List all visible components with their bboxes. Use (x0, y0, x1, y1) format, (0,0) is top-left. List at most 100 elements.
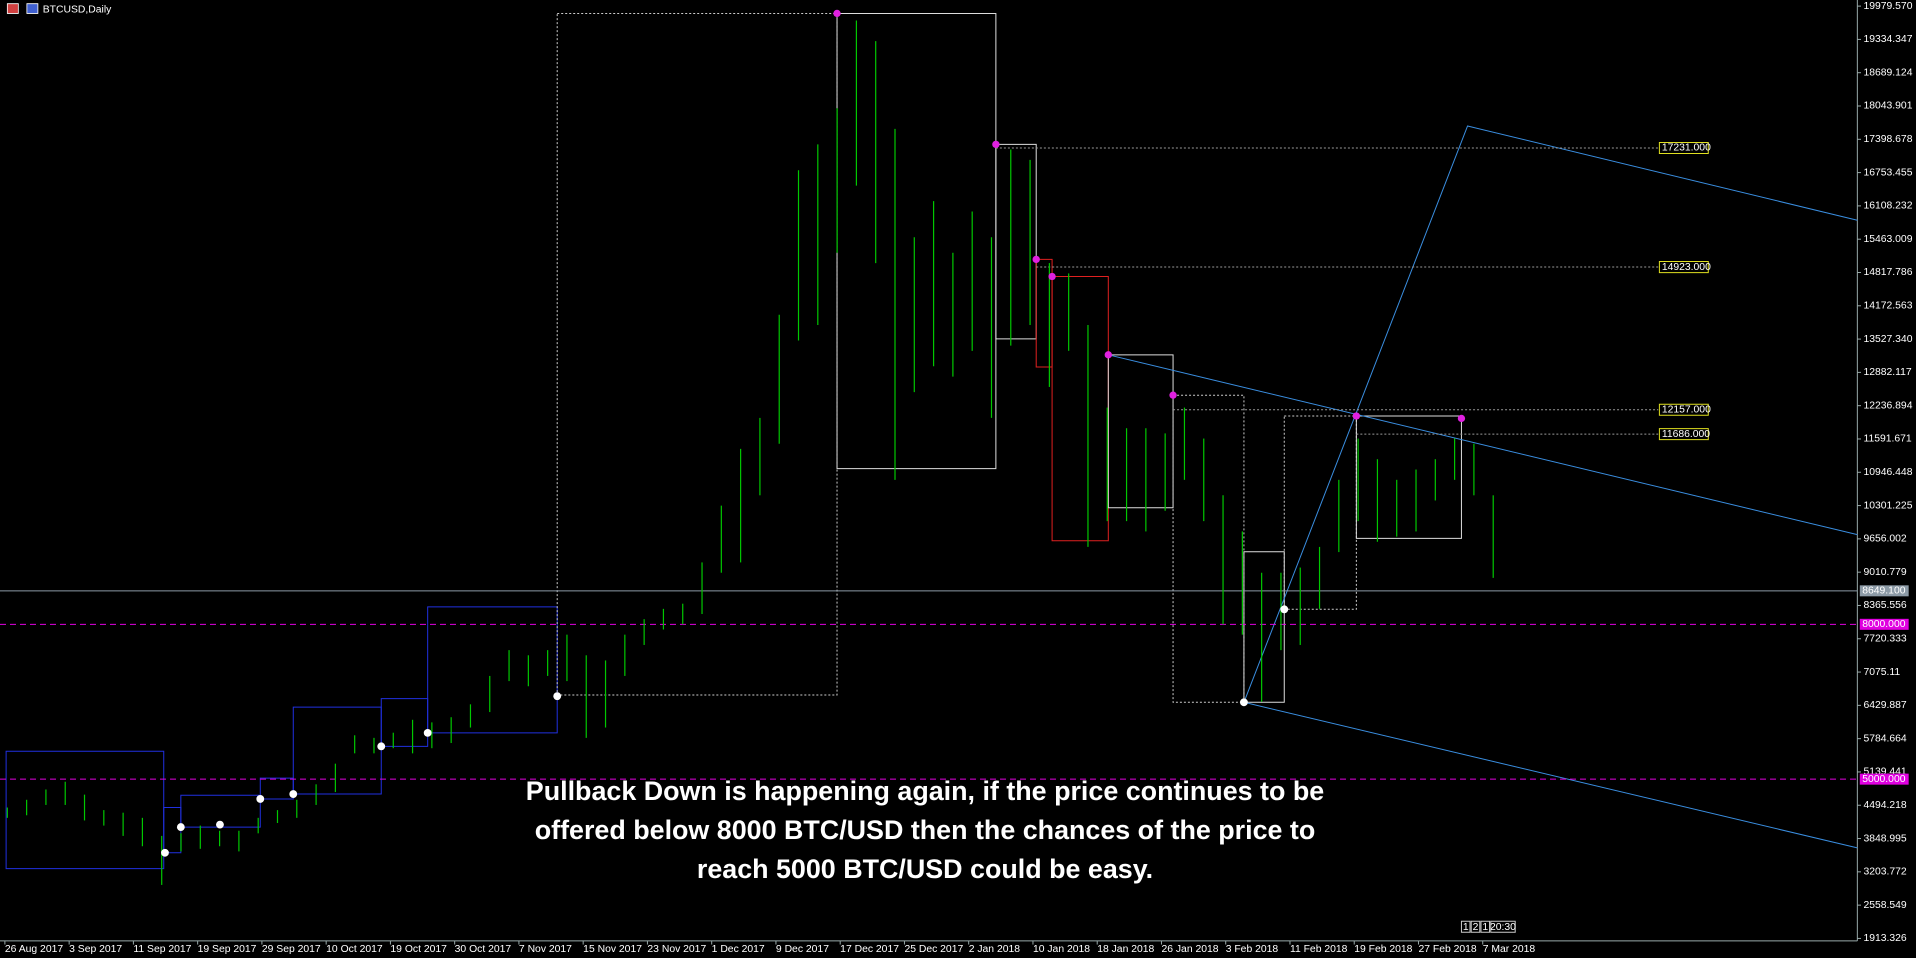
pivot (423, 728, 432, 737)
y-tick-label: 9656.002 (1863, 534, 1906, 545)
drawings (6, 13, 1857, 868)
x-tick-label: 3 Feb 2018 (1226, 944, 1279, 955)
x-tick-label: 10 Oct 2017 (326, 944, 383, 955)
box (428, 607, 558, 733)
period-label[interactable]: 20:30 (1490, 922, 1516, 933)
x-tick-label: 15 Nov 2017 (583, 944, 642, 955)
period-label[interactable]: 1 (1482, 922, 1488, 933)
y-tick-label: 8365.556 (1863, 600, 1906, 611)
price-label-box (1859, 773, 1909, 785)
box (1244, 552, 1284, 702)
y-tick-label: 15463.009 (1863, 234, 1912, 245)
level-label-box (1659, 429, 1708, 440)
y-tick-label: 2558.549 (1863, 900, 1906, 911)
y-tick-label: 18689.124 (1863, 67, 1912, 78)
x-tick-label: 25 Dec 2017 (904, 944, 963, 955)
price-label: 8000.000 (1862, 619, 1905, 630)
x-tick-label: 11 Sep 2017 (133, 944, 191, 955)
y-tick-label: 13527.340 (1863, 334, 1912, 345)
y-tick-label: 16753.455 (1863, 167, 1912, 178)
pivot (992, 140, 1000, 149)
price-label-box (1859, 585, 1909, 597)
pivot (256, 795, 265, 803)
price-label-box (1859, 618, 1909, 630)
x-tick-label: 11 Feb 2018 (1290, 944, 1348, 955)
pivot (1032, 255, 1040, 264)
y-tick-label: 17398.678 (1863, 134, 1912, 145)
level-label-box (1659, 404, 1708, 415)
period-button (1471, 921, 1480, 932)
x-tick-label: 9 Dec 2017 (776, 944, 829, 955)
level-label: 14923.000 (1662, 262, 1711, 273)
y-tick-label: 9010.779 (1863, 567, 1906, 578)
trend-line (1244, 126, 1857, 702)
x-tick-label: 1 Dec 2017 (712, 944, 765, 955)
x-tick-label: 19 Feb 2018 (1354, 944, 1412, 955)
x-tick-label: 27 Feb 2018 (1418, 944, 1476, 955)
annotation: Pullback Down is happening again, if the… (526, 776, 1324, 806)
y-tick-label: 7720.333 (1863, 634, 1906, 645)
pivot (1240, 698, 1248, 707)
y-tick-label: 5139.441 (1863, 767, 1906, 778)
price-label: 5000.000 (1862, 774, 1905, 785)
x-tick-label: 18 Jan 2018 (1097, 944, 1154, 955)
y-tick-label: 4494.218 (1863, 800, 1906, 811)
box (1108, 355, 1173, 508)
x-tick-label: 3 Sep 2017 (69, 944, 122, 955)
y-tick-label: 14817.786 (1863, 267, 1912, 278)
box (996, 144, 1036, 339)
level-label: 11686.000 (1662, 429, 1710, 440)
y-tick-label: 12882.117 (1863, 367, 1911, 378)
y-tick-label: 3203.772 (1863, 867, 1906, 878)
y-tick-label: 12236.894 (1863, 400, 1912, 411)
pivot (1048, 272, 1056, 281)
x-tick-label: 26 Aug 2017 (5, 944, 63, 955)
icon (7, 4, 18, 14)
pivot (553, 692, 562, 701)
x-tick-label: 7 Mar 2018 (1483, 944, 1536, 955)
box (293, 707, 381, 794)
pivot (216, 820, 224, 829)
period-label[interactable]: 2 (1473, 922, 1479, 933)
y-tick-label: 5784.664 (1863, 733, 1906, 744)
box (1356, 416, 1461, 538)
y-tick-label: 18043.901 (1863, 101, 1912, 112)
y-tick-label: 3848.995 (1863, 833, 1906, 844)
pivot (1169, 391, 1177, 399)
box (1173, 395, 1244, 702)
x-tick-label: 26 Jan 2018 (1161, 944, 1218, 955)
pivot (1280, 605, 1289, 614)
annotation: reach 5000 BTC/USD could be easy. (697, 854, 1153, 884)
pivot (176, 823, 185, 832)
level-label-box (1659, 262, 1708, 273)
x-tick-label: 17 Dec 2017 (840, 944, 899, 955)
x-tick-label: 10 Jan 2018 (1033, 944, 1090, 955)
window-title: BTCUSD,Daily (43, 5, 112, 16)
y-tick-label: 14172.563 (1863, 301, 1912, 312)
pivot (833, 9, 841, 18)
x-tick-label: 2 Jan 2018 (969, 944, 1021, 955)
y-tick-label: 10301.225 (1863, 500, 1912, 511)
period-label[interactable]: 1 (1463, 922, 1469, 933)
pivot (1457, 414, 1466, 423)
x-tick-label: 23 Nov 2017 (647, 944, 706, 955)
level-label: 12157.000 (1662, 405, 1711, 416)
pivot (377, 742, 386, 751)
trend-line (1108, 355, 1857, 535)
y-tick-label: 19979.570 (1863, 1, 1912, 12)
x-tick-label: 29 Sep 2017 (262, 944, 321, 955)
period-button (1481, 921, 1490, 932)
y-tick-label: 16108.232 (1863, 201, 1912, 212)
trend-line (1244, 702, 1857, 848)
x-tick-label: 30 Oct 2017 (455, 944, 512, 955)
annotation: offered below 8000 BTC/USD then the chan… (535, 815, 1316, 845)
level-label-box (1659, 142, 1708, 153)
y-tick-label: 10946.448 (1863, 467, 1912, 478)
period-button (1491, 921, 1515, 932)
points (161, 9, 1466, 857)
x-tick-label: 19 Sep 2017 (198, 944, 257, 955)
